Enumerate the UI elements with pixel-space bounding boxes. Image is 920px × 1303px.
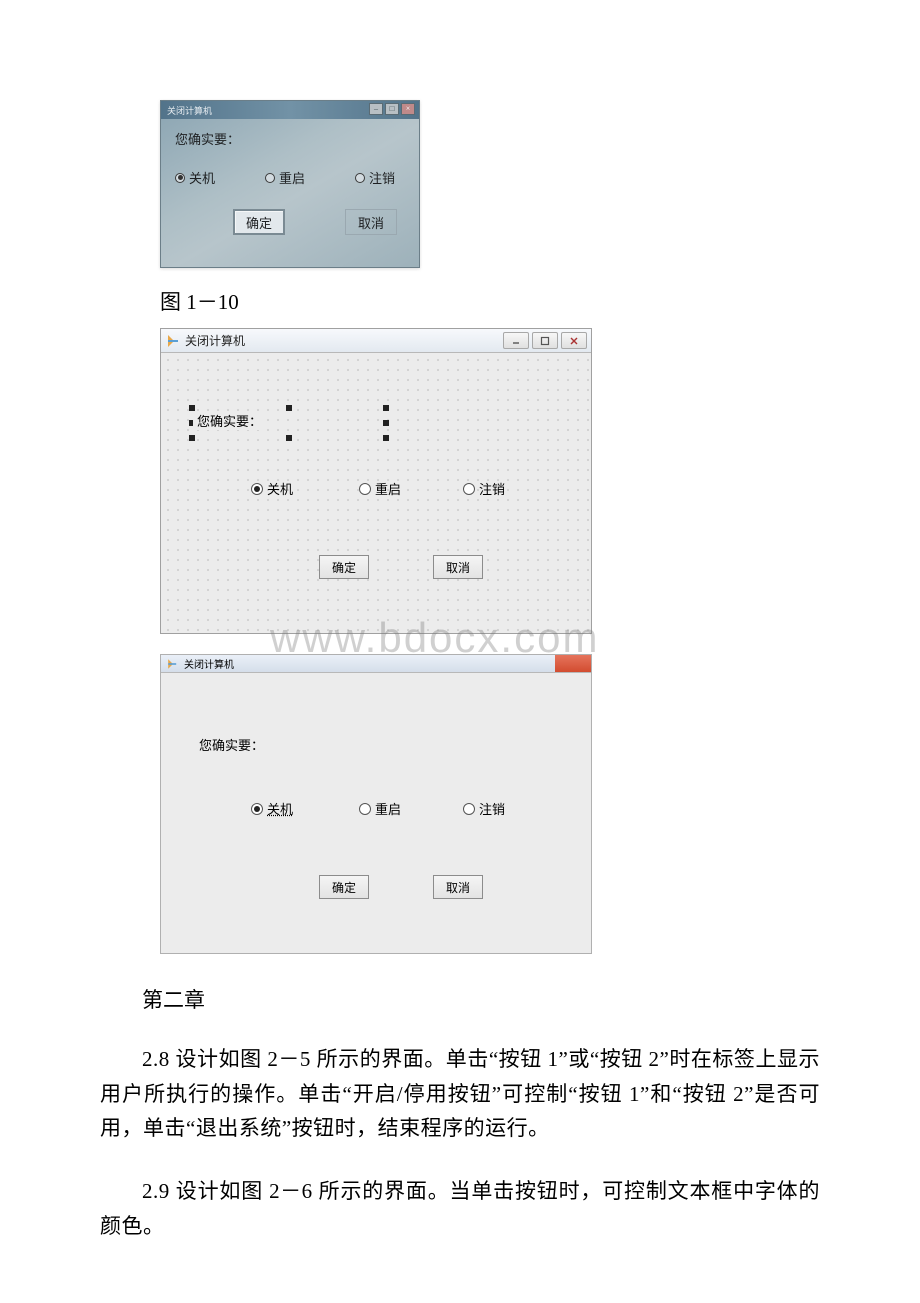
- resize-handle-icon[interactable]: [383, 405, 389, 411]
- window-title: 关闭计算机: [185, 332, 503, 349]
- radio-label: 关机: [267, 479, 293, 498]
- cancel-button[interactable]: 取消: [345, 209, 397, 235]
- dialog-title: 关闭计算机: [167, 106, 212, 116]
- radio-label: 注销: [479, 799, 505, 818]
- resize-handle-icon[interactable]: [383, 420, 389, 426]
- radio-label: 关机: [189, 168, 215, 187]
- paragraph-2-9: 2.9 设计如图 2－6 所示的界面。当单击按钮时，可控制文本框中字体的颜色。: [100, 1174, 820, 1243]
- radio-dot-icon: [463, 803, 475, 815]
- radio-dot-icon: [265, 173, 275, 183]
- radio-dot-icon: [463, 483, 475, 495]
- radio-logoff[interactable]: 注销: [463, 799, 505, 818]
- dialog-buttons: 确定 取消: [175, 209, 407, 235]
- screenshot-1-photo-dialog: 关闭计算机 – □ × 您确实要： 关机 重启 注销: [160, 100, 420, 268]
- radio-dot-icon: [355, 173, 365, 183]
- selected-label-control[interactable]: 您确实要：: [189, 405, 389, 441]
- prompt-label: 您确实要：: [193, 411, 266, 430]
- close-button[interactable]: [561, 332, 587, 349]
- window-title: 关闭计算机: [184, 656, 234, 671]
- resize-handle-icon[interactable]: [383, 435, 389, 441]
- radio-label: 重启: [375, 799, 401, 818]
- screenshot-2-form-designer: 关闭计算机 您确实要： 关机: [160, 328, 592, 634]
- radio-dot-icon: [359, 483, 371, 495]
- window-titlebar: 关闭计算机: [161, 329, 591, 353]
- window-system-buttons: [503, 332, 587, 349]
- maximize-button[interactable]: [532, 332, 558, 349]
- maximize-button[interactable]: □: [385, 103, 399, 115]
- radio-label: 重启: [279, 168, 305, 187]
- radio-shutdown[interactable]: 关机: [251, 479, 293, 498]
- resize-handle-icon[interactable]: [286, 405, 292, 411]
- vb-form-icon: [167, 334, 181, 348]
- figure-caption: 图 1－10: [160, 286, 820, 316]
- close-button[interactable]: ×: [401, 103, 415, 115]
- radio-shutdown[interactable]: 关机: [251, 799, 293, 818]
- radio-logoff[interactable]: 注销: [355, 168, 395, 187]
- radio-group: 关机 重启 注销: [175, 168, 407, 187]
- prompt-label: 您确实要：: [199, 735, 264, 754]
- screenshot-3-runtime-form: 关闭计算机 您确实要： 关机 重启 注销 确定 取消: [160, 654, 592, 954]
- paragraph-2-8: 2.8 设计如图 2－5 所示的界面。单击“按钮 1”或“按钮 2”时在标签上显…: [100, 1042, 820, 1146]
- window-titlebar: 关闭计算机: [161, 655, 591, 673]
- radio-dot-icon: [251, 803, 263, 815]
- minimize-button[interactable]: [503, 332, 529, 349]
- ok-button[interactable]: 确定: [319, 875, 369, 899]
- chapter-heading: 第二章: [100, 984, 820, 1014]
- radio-restart[interactable]: 重启: [359, 799, 401, 818]
- radio-dot-icon: [175, 173, 185, 183]
- cancel-button[interactable]: 取消: [433, 875, 483, 899]
- radio-dot-icon: [359, 803, 371, 815]
- minimize-button[interactable]: –: [369, 103, 383, 115]
- ok-button[interactable]: 确定: [319, 555, 369, 579]
- radio-dot-icon: [251, 483, 263, 495]
- document-content: 关闭计算机 – □ × 您确实要： 关机 重启 注销: [160, 100, 820, 954]
- cancel-button[interactable]: 取消: [433, 555, 483, 579]
- radio-logoff[interactable]: 注销: [463, 479, 505, 498]
- resize-handle-icon[interactable]: [189, 435, 195, 441]
- form-body: 您确实要： 关机 重启 注销 确定 取消: [161, 673, 591, 953]
- radio-shutdown[interactable]: 关机: [175, 168, 215, 187]
- dialog-body: 您确实要： 关机 重启 注销 确定 取消: [161, 119, 419, 247]
- radio-restart[interactable]: 重启: [359, 479, 401, 498]
- radio-label: 注销: [479, 479, 505, 498]
- close-button[interactable]: [555, 655, 591, 672]
- radio-restart[interactable]: 重启: [265, 168, 305, 187]
- dialog-titlebar: 关闭计算机 – □ ×: [161, 101, 419, 119]
- resize-handle-icon[interactable]: [286, 435, 292, 441]
- radio-label: 重启: [375, 479, 401, 498]
- vb-form-icon: [167, 658, 178, 669]
- designer-canvas: 您确实要： 关机 重启 注销 确定 取消: [161, 353, 591, 633]
- dialog-prompt: 您确实要：: [175, 129, 407, 148]
- radio-label: 注销: [369, 168, 395, 187]
- radio-label: 关机: [267, 799, 293, 818]
- window-system-buttons: – □ ×: [369, 103, 415, 115]
- ok-button[interactable]: 确定: [233, 209, 285, 235]
